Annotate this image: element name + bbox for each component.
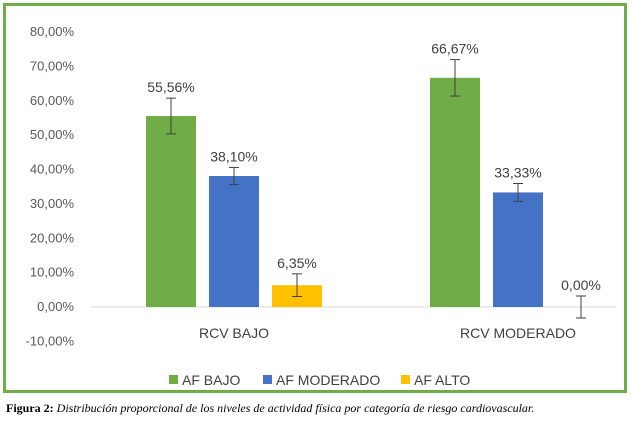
legend-swatch	[401, 375, 410, 384]
legend-swatch	[263, 375, 272, 384]
legend: AF BAJO AF MODERADO AF ALTO	[169, 372, 470, 388]
y-tick-label: -10,00%	[26, 333, 75, 348]
bars: 55,56% 38,10% 6,35% 66,67% 33,33% 0,00%	[146, 41, 601, 319]
bar-chart: -10,00% 0,00% 10,00% 20,00% 30,00% 40,00% 50,0…	[26, 24, 616, 388]
chart-frame: -10,00% 0,00% 10,00% 20,00% 30,00% 40,00% 50,0…	[3, 3, 627, 393]
bar	[430, 77, 480, 308]
y-tick-label: 60,00%	[30, 93, 75, 108]
x-axis: RCV BAJO RCV MODERADO	[199, 325, 576, 341]
bar	[493, 192, 543, 307]
legend-label: AF BAJO	[182, 372, 240, 388]
data-label: 38,10%	[210, 148, 257, 164]
y-tick-label: 0,00%	[37, 299, 74, 314]
data-label: 0,00%	[561, 277, 601, 293]
x-category-label: RCV MODERADO	[460, 325, 576, 341]
data-label: 66,67%	[431, 41, 478, 57]
y-tick-label: 20,00%	[30, 230, 75, 245]
legend-swatch	[169, 375, 178, 384]
data-label: 33,33%	[494, 164, 541, 180]
y-tick-label: 40,00%	[30, 162, 75, 177]
y-tick-label: 50,00%	[30, 127, 75, 142]
y-tick-label: 30,00%	[30, 196, 75, 211]
legend-label: AF ALTO	[414, 372, 470, 388]
data-label: 6,35%	[277, 255, 317, 271]
legend-label: AF MODERADO	[276, 372, 380, 388]
caption-text: Distribución proporcional de los niveles…	[56, 401, 535, 415]
caption-label: Figura 2:	[6, 401, 54, 415]
x-category-label: RCV BAJO	[199, 325, 269, 341]
figure-caption: Figura 2: Distribución proporcional de l…	[6, 401, 630, 416]
data-label: 55,56%	[147, 79, 194, 95]
y-tick-label: 70,00%	[30, 58, 75, 73]
y-tick-label: 80,00%	[30, 24, 75, 39]
y-tick-label: 10,00%	[30, 265, 75, 280]
bar	[146, 116, 196, 307]
bar	[209, 176, 259, 307]
